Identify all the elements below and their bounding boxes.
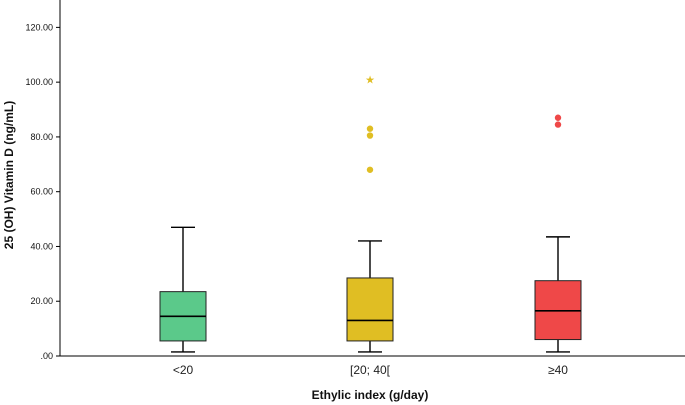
x-axis: <20 [20; 40[ ≥40 <box>60 355 685 377</box>
extreme-point: ★ <box>365 73 375 86</box>
outlier-point <box>554 114 562 121</box>
y-tick-label: .00 <box>40 351 53 361</box>
x-tick-label: <20 <box>173 363 194 377</box>
y-tick-label: 20.00 <box>30 296 53 306</box>
x-axis-title: Ethylic index (g/day) <box>312 388 429 402</box>
x-tick-label: ≥40 <box>548 363 568 377</box>
outlier-point <box>366 125 374 132</box>
y-axis: .00 20.00 40.00 60.00 80.00 100.00 120.00 <box>25 0 61 361</box>
y-tick-label: 120.00 <box>25 22 53 32</box>
box-group <box>534 114 582 353</box>
outlier-point <box>366 132 374 139</box>
outlier-point <box>366 166 374 173</box>
box-group <box>159 226 207 353</box>
box-iqr <box>346 277 394 342</box>
boxes: ★ <box>159 73 582 353</box>
box-group: ★ <box>346 73 394 353</box>
y-tick-label: 100.00 <box>25 77 53 87</box>
x-tick-label: [20; 40[ <box>350 363 391 377</box>
y-tick-label: 60.00 <box>30 187 53 197</box>
outlier-point <box>554 121 562 128</box>
y-tick-label: 40.00 <box>30 241 53 251</box>
y-tick-label: 80.00 <box>30 132 53 142</box>
y-axis-title: 25 (OH) Vitamin D (ng/mL) <box>2 101 16 249</box>
